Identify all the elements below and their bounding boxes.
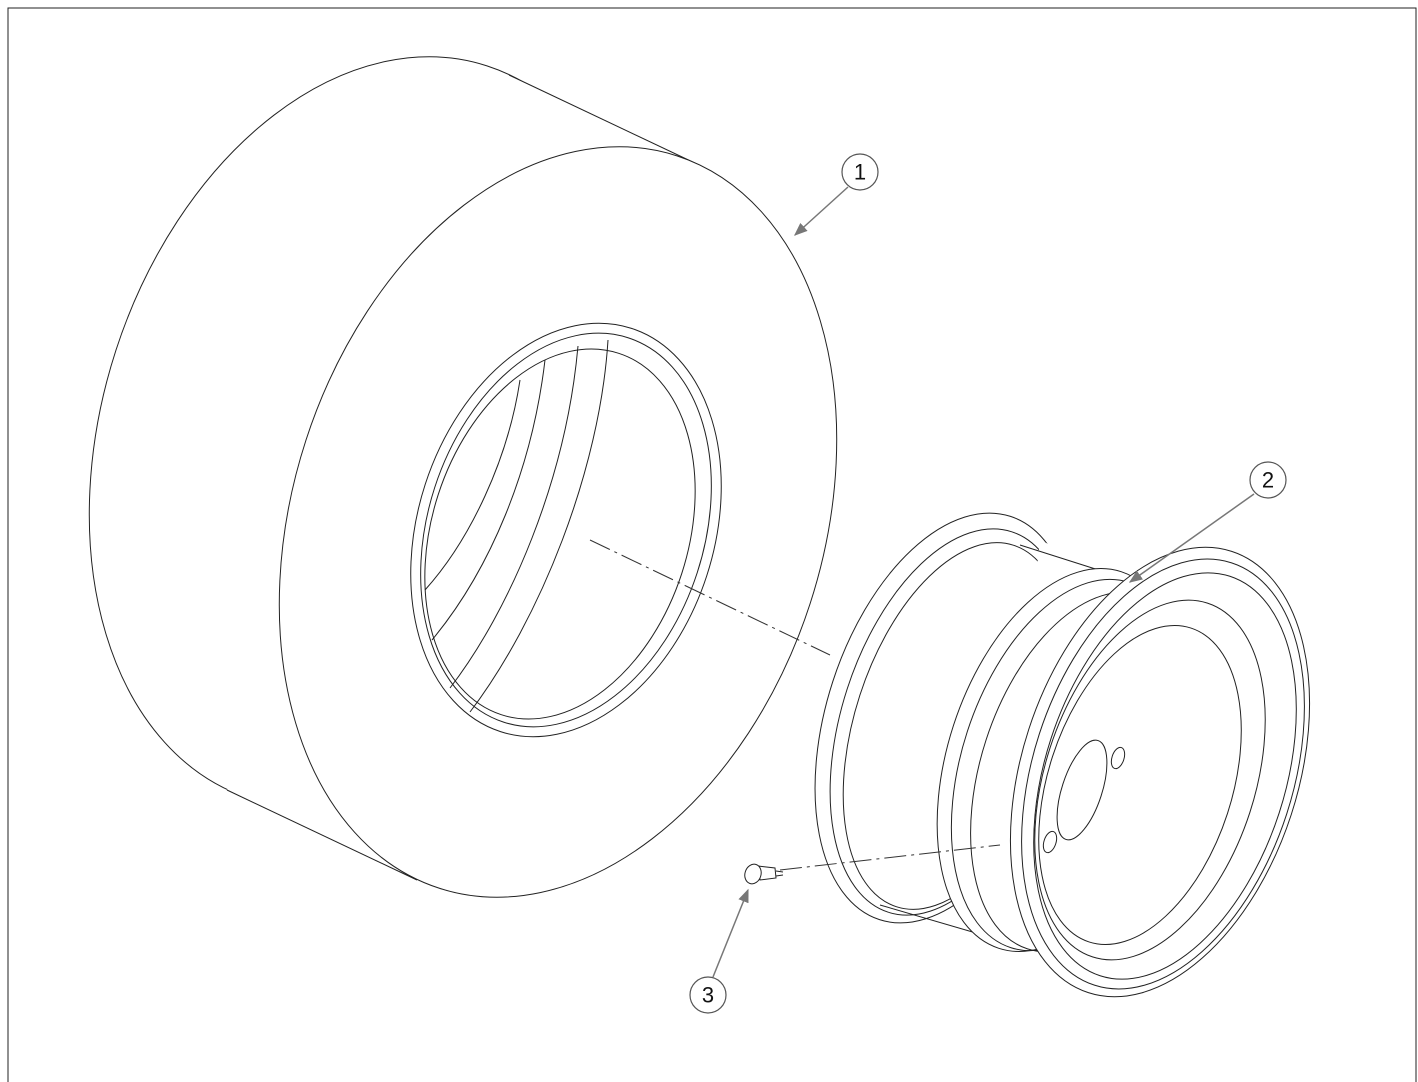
valve-stem-tip	[776, 871, 783, 872]
valve-stem-cap	[742, 862, 763, 886]
callout-label: 3	[702, 983, 714, 1008]
leader-line	[795, 187, 848, 235]
callout-label: 2	[1262, 468, 1274, 493]
valve-stem-tip	[776, 875, 783, 876]
parts	[0, 0, 1363, 1035]
drawing: 1 2 3	[0, 0, 1418, 1082]
leader-line	[713, 890, 748, 977]
page: {"callouts": [{"label": "1"}, {"label": …	[0, 0, 1418, 1082]
callout-label: 1	[854, 160, 866, 185]
